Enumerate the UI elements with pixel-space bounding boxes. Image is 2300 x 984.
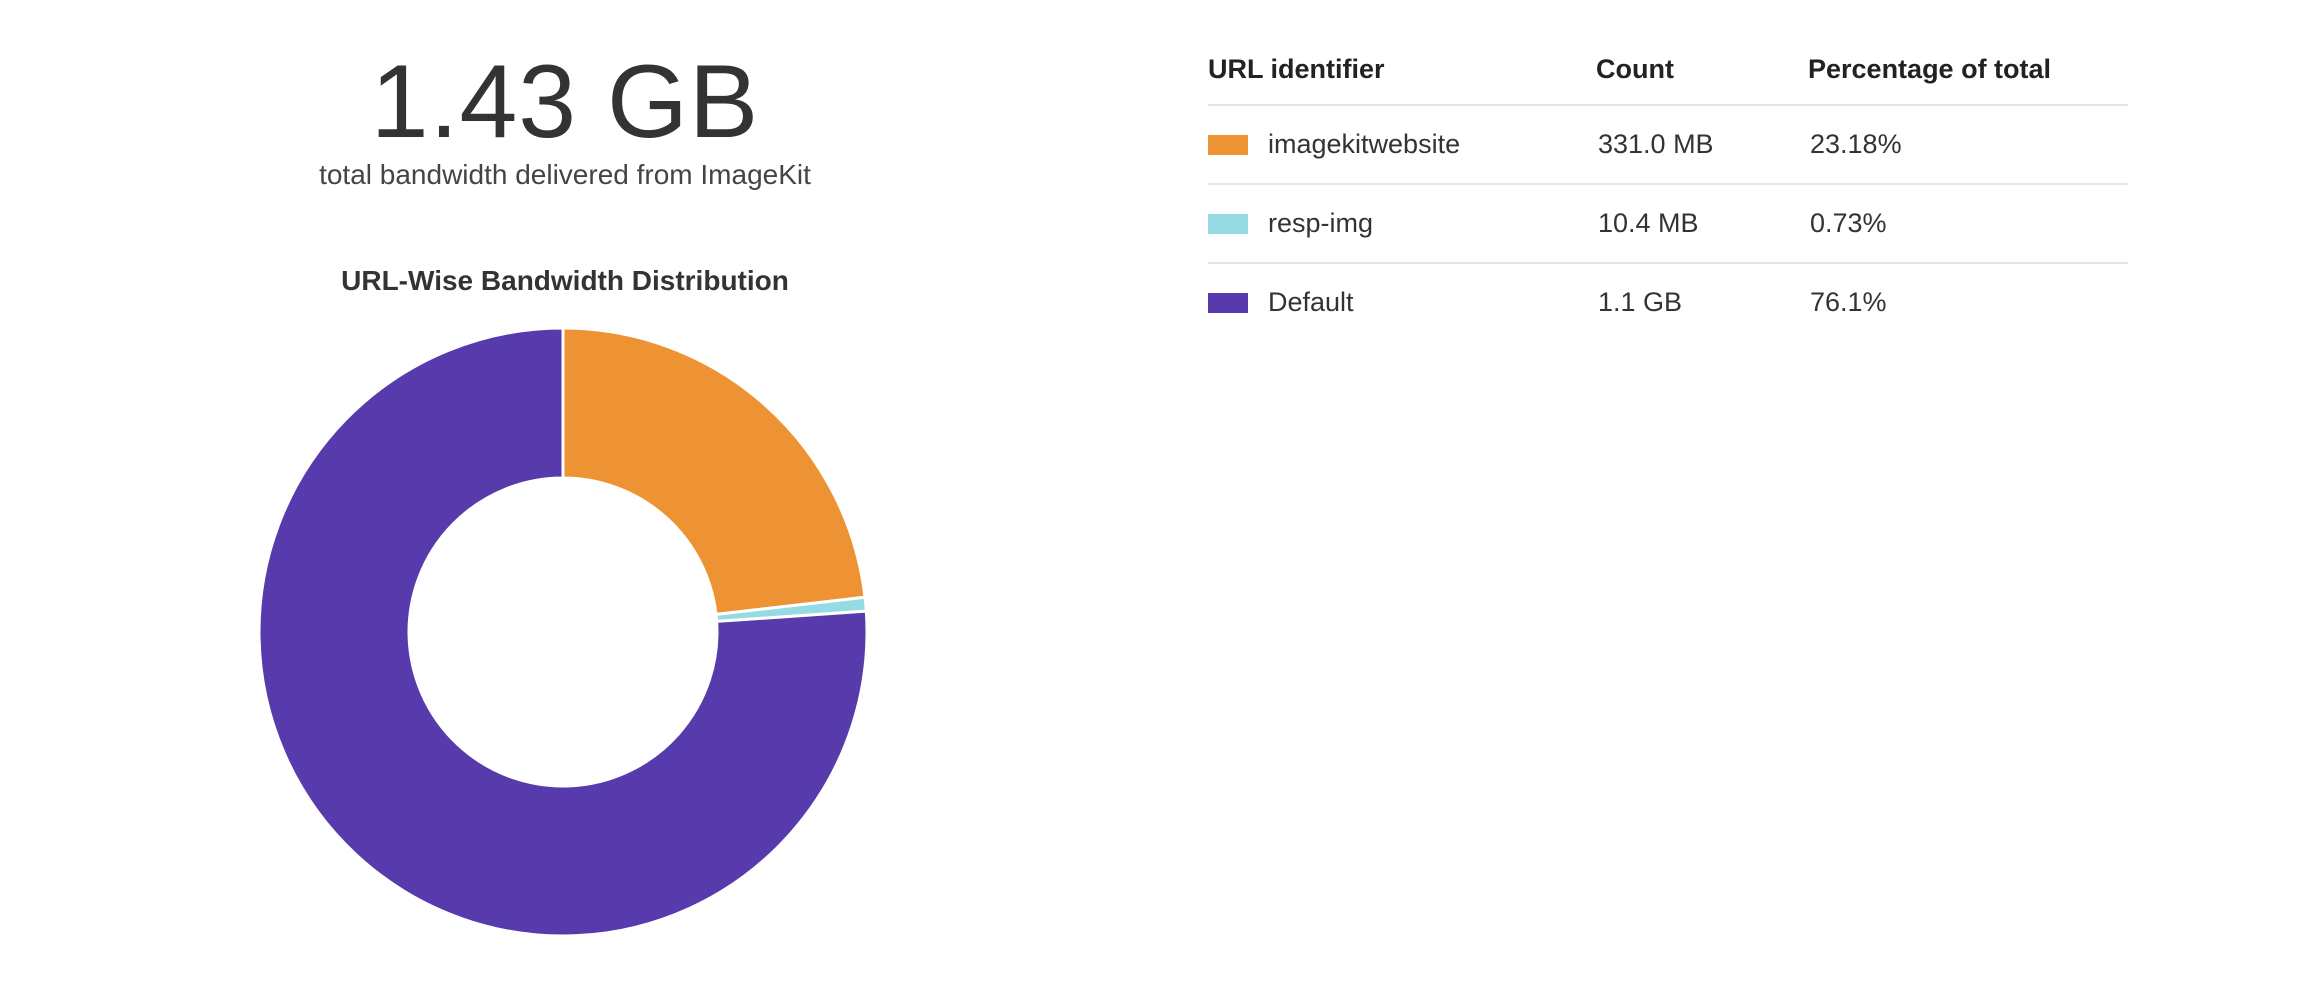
count-cell: 10.4 MB	[1598, 208, 1699, 238]
url-identifier-cell: imagekitwebsite	[1268, 129, 1461, 159]
donut-slice-imagekitwebsite[interactable]	[561, 326, 867, 617]
url-breakdown-table: URL identifier Count Percentage of total…	[1208, 44, 2128, 341]
total-bandwidth-value: 1.43 GB	[370, 44, 760, 160]
table-header: URL identifier Count Percentage of total	[1208, 44, 2128, 106]
url-identifier-cell: Default	[1268, 287, 1354, 317]
legend-swatch	[1208, 214, 1248, 234]
url-identifier-cell: resp-img	[1268, 208, 1374, 238]
legend-swatch	[1208, 135, 1248, 155]
count-cell: 1.1 GB	[1598, 287, 1683, 317]
percentage-cell: 76.1%	[1810, 287, 1887, 317]
table-row[interactable]: resp-img 10.4 MB 0.73%	[1208, 185, 2128, 264]
donut-chart	[257, 326, 869, 938]
header-percentage[interactable]: Percentage of total	[1808, 54, 2052, 84]
donut-slice-Default[interactable]	[257, 326, 869, 938]
percentage-cell: 0.73%	[1810, 208, 1887, 238]
bandwidth-summary-panel: 1.43 GB total bandwidth delivered from I…	[0, 0, 1130, 984]
header-count[interactable]: Count	[1596, 54, 1674, 84]
count-cell: 331.0 MB	[1598, 129, 1714, 159]
donut-chart-container	[0, 320, 1130, 984]
header-url-identifier[interactable]: URL identifier	[1208, 54, 1385, 84]
total-bandwidth-caption: total bandwidth delivered from ImageKit	[319, 159, 811, 190]
table-row[interactable]: imagekitwebsite 331.0 MB 23.18%	[1208, 106, 2128, 185]
table-row[interactable]: Default 1.1 GB 76.1%	[1208, 264, 2128, 341]
chart-title: URL-Wise Bandwidth Distribution	[341, 265, 789, 296]
legend-swatch	[1208, 293, 1248, 313]
percentage-cell: 23.18%	[1810, 129, 1902, 159]
